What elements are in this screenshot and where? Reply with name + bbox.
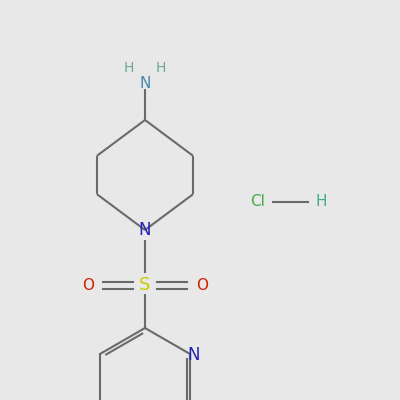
Text: H: H bbox=[156, 61, 166, 75]
Text: H: H bbox=[124, 61, 134, 75]
Text: N: N bbox=[188, 346, 200, 364]
Text: O: O bbox=[82, 278, 94, 292]
Text: O: O bbox=[196, 278, 208, 292]
Text: N: N bbox=[139, 221, 151, 239]
Text: N: N bbox=[139, 76, 151, 92]
Text: H: H bbox=[315, 194, 327, 210]
Text: Cl: Cl bbox=[250, 194, 266, 210]
Text: S: S bbox=[139, 276, 151, 294]
